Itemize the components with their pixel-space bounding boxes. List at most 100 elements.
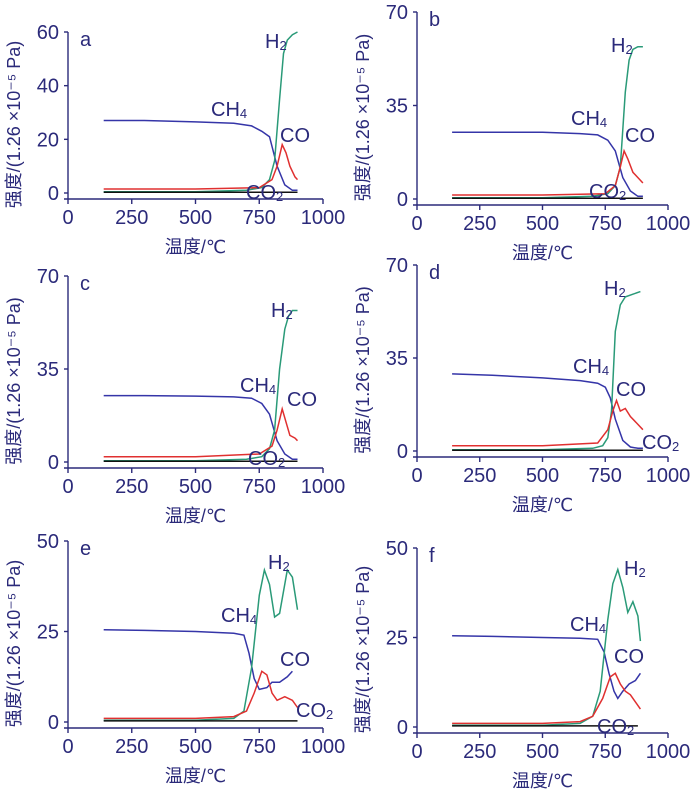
y-tick-label: 0 — [48, 452, 59, 474]
series-label-h2: H2 — [604, 278, 626, 300]
series-line-h2 — [452, 290, 641, 451]
series-label-co2: CO2 — [597, 716, 634, 738]
x-tick-label: 1000 — [301, 207, 346, 229]
panel-d: 0 250 500 750 1000 0 35 70 温度/℃ 强度/(1.26 ×10⁻⁵ Pa… — [353, 255, 690, 515]
x-axis-title: 温度/℃ — [165, 237, 226, 257]
y-tick-label: 50 — [37, 531, 59, 553]
series-line-co — [103, 670, 299, 720]
y-tick-label: 40 — [37, 76, 59, 98]
series-label-co: CO — [616, 379, 646, 401]
panel-letter: e — [80, 538, 91, 560]
series-label-co: CO — [287, 389, 317, 411]
series-label-ch4: CH4 — [571, 108, 607, 130]
series-label-co: CO — [280, 125, 310, 147]
series-label-h2: H2 — [611, 35, 633, 57]
y-tick-label: 35 — [386, 96, 408, 118]
series-line-h2 — [103, 309, 298, 462]
series-label-co2: CO2 — [642, 432, 679, 454]
y-tick-label: 50 — [386, 538, 408, 560]
series-line-h2 — [103, 567, 299, 721]
x-tick-label: 500 — [526, 213, 559, 235]
series-line-ch4 — [103, 394, 298, 461]
x-tick-label: 250 — [115, 207, 148, 229]
x-tick-label: 250 — [463, 465, 496, 487]
x-tick-label: 250 — [463, 213, 496, 235]
y-tick-label: 20 — [37, 129, 59, 151]
series-label-co2: CO2 — [248, 448, 285, 470]
panel-letter: f — [429, 545, 435, 567]
panel-a: 0 250 500 750 1000 0 20 40 60 温度/℃ 强度/(1.26 ×10⁻⁵ … — [4, 22, 345, 257]
series-label-co2: CO2 — [246, 182, 283, 204]
x-tick-label: 250 — [115, 476, 148, 498]
panel-f: 0 250 500 750 1000 0 25 50 温度/℃ 强度/(1.26 ×10⁻⁵ Pa… — [353, 538, 690, 791]
series-label-ch4: CH4 — [240, 375, 276, 397]
y-axis-title: 强度/(1.26 ×10⁻⁵ Pa) — [4, 297, 24, 465]
x-tick-label: 0 — [62, 207, 73, 229]
x-tick-label: 1000 — [646, 741, 691, 763]
series-line-co — [103, 142, 299, 190]
series-label-co: CO — [280, 649, 310, 671]
y-tick-label: 0 — [48, 183, 59, 205]
x-tick-label: 0 — [411, 213, 422, 235]
panel-c: 0 250 500 750 1000 0 35 70 温度/℃ 强度/(1.26 ×10⁻⁵ Pa… — [4, 266, 345, 526]
x-axis-title: 温度/℃ — [165, 766, 226, 786]
series-label-ch4: CH4 — [573, 356, 609, 378]
series-label-ch4: CH4 — [221, 605, 257, 627]
series-line-h2 — [452, 45, 643, 199]
series-line-ch4 — [103, 628, 293, 691]
x-tick-label: 500 — [179, 736, 212, 758]
series-label-h2: H2 — [624, 558, 646, 580]
series-line-ch4 — [103, 119, 298, 192]
y-tick-label: 0 — [397, 189, 408, 211]
series-line-ch4 — [452, 373, 643, 450]
x-axis-title: 温度/℃ — [512, 495, 573, 515]
series-line-co — [452, 672, 642, 725]
x-tick-label: 0 — [62, 476, 73, 498]
panel-letter: a — [80, 29, 92, 51]
y-tick-label: 70 — [386, 255, 408, 277]
x-axis-title: 温度/℃ — [512, 771, 573, 791]
x-tick-label: 750 — [243, 736, 276, 758]
panel-e: 0 250 500 750 1000 0 25 50 温度/℃ 强度/(1.26 ×10⁻⁵ Pa… — [4, 531, 345, 786]
x-tick-label: 0 — [411, 465, 422, 487]
series-line-h2 — [452, 566, 642, 726]
y-tick-label: 35 — [37, 359, 59, 381]
y-axis-title: 强度/(1.26 ×10⁻⁵ Pa) — [353, 34, 373, 202]
y-axis-title: 强度/(1.26 ×10⁻⁵ Pa) — [353, 286, 373, 454]
x-tick-label: 250 — [115, 736, 148, 758]
x-tick-label: 1000 — [301, 476, 346, 498]
x-tick-label: 750 — [589, 465, 622, 487]
y-tick-label: 0 — [397, 441, 408, 463]
x-tick-label: 250 — [463, 741, 496, 763]
y-tick-label: 0 — [397, 717, 408, 739]
x-tick-label: 500 — [179, 476, 212, 498]
series-label-ch4: CH4 — [211, 99, 247, 121]
series-label-ch4: CH4 — [570, 614, 606, 636]
y-tick-label: 70 — [386, 2, 408, 24]
series-line-ch4 — [452, 634, 642, 700]
y-tick-label: 60 — [37, 22, 59, 44]
panel-b: 0 250 500 750 1000 0 35 70 温度/℃ 强度/(1.26 ×10⁻⁵ Pa… — [353, 2, 690, 263]
y-tick-label: 70 — [37, 266, 59, 288]
y-tick-label: 25 — [37, 622, 59, 644]
y-axis-title: 强度/(1.26 ×10⁻⁵ Pa) — [4, 560, 24, 728]
x-tick-label: 1000 — [646, 465, 691, 487]
y-axis-title: 强度/(1.26 ×10⁻⁵ Pa) — [4, 41, 24, 209]
x-tick-label: 500 — [526, 741, 559, 763]
series-label-co: CO — [625, 125, 655, 147]
series-line-co — [452, 148, 644, 196]
series-line-h2 — [103, 31, 298, 193]
panel-letter: d — [429, 262, 440, 284]
series-label-h2: H2 — [271, 300, 293, 322]
x-tick-label: 1000 — [301, 736, 346, 758]
series-label-co2: CO2 — [296, 700, 333, 722]
x-tick-label: 1000 — [646, 213, 691, 235]
series-label-h2: H2 — [268, 552, 290, 574]
x-tick-label: 500 — [526, 465, 559, 487]
x-tick-label: 750 — [243, 207, 276, 229]
x-tick-label: 0 — [411, 741, 422, 763]
x-tick-label: 500 — [179, 207, 212, 229]
x-tick-label: 750 — [243, 476, 276, 498]
x-axis-title: 温度/℃ — [165, 506, 226, 526]
